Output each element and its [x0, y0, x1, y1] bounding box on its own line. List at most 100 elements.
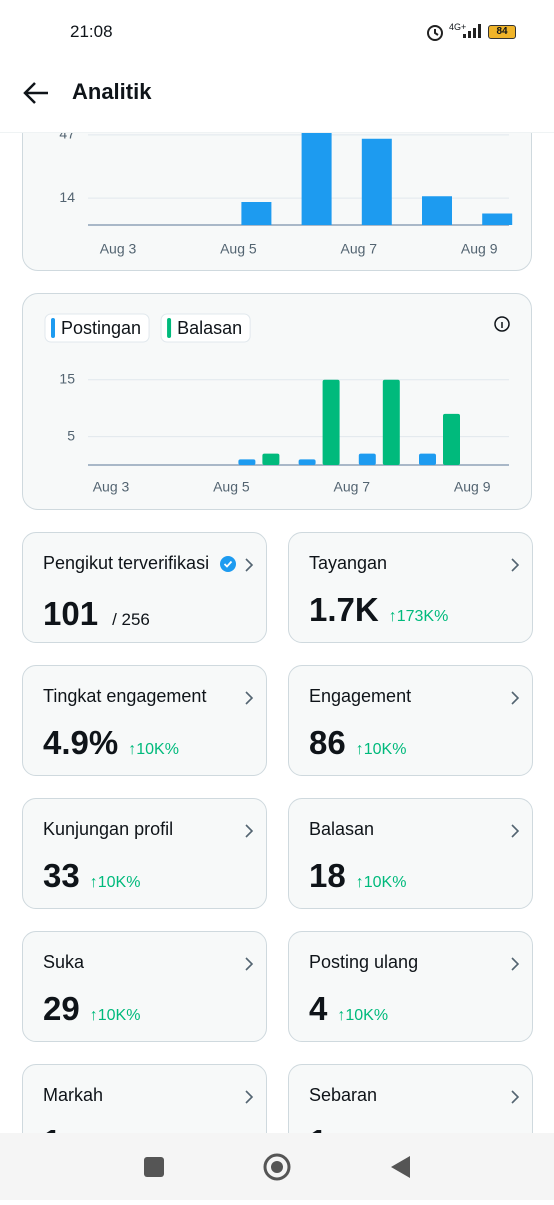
alarm-icon — [427, 25, 443, 41]
card-change: ↑10K% — [355, 874, 407, 891]
verified-badge — [220, 556, 236, 572]
header: Analitik — [0, 60, 554, 133]
card-title: Sebaran — [309, 1085, 378, 1105]
card-title: Tayangan — [309, 553, 388, 573]
card-title: Engagement — [309, 686, 412, 706]
stat-card[interactable]: Balasan 18 ↑10K% — [288, 798, 533, 909]
stat-card[interactable]: Tayangan 1.7K ↑173K% — [288, 532, 533, 643]
legend-label: Postingan — [61, 318, 141, 338]
x-tick-label: Aug 5 — [213, 479, 250, 495]
y-tick-label: 15 — [59, 370, 75, 386]
bar — [482, 213, 513, 225]
status-bar: 21:08 4G+ 84 — [0, 0, 554, 60]
bar — [298, 459, 316, 465]
chevron — [511, 957, 520, 971]
chevron — [511, 558, 520, 572]
back-button[interactable] — [22, 80, 50, 106]
card-change: ↑10K% — [128, 741, 179, 758]
bar — [358, 453, 376, 465]
chart-panel: 5 15 Aug 3 Aug 5 Aug 7 Aug 9 Postingan Balasan — [22, 293, 532, 510]
stat-card[interactable]: Pengikut terverifikasi 101 / 256 — [22, 532, 267, 643]
bar — [361, 138, 392, 225]
card-value-row: 1 — [309, 1123, 327, 1133]
card-value: 1 — [309, 1123, 327, 1133]
home-dot — [271, 1161, 283, 1173]
time: 21:08 — [70, 22, 113, 41]
stat-card[interactable]: Sebaran 1 — [288, 1064, 533, 1133]
chart: 5 15 Aug 3 Aug 5 Aug 7 Aug 9 Postingan Balasan — [44, 313, 510, 495]
card-value-row: 4 ↑10K% — [309, 990, 388, 1028]
stat-card[interactable]: Suka 29 ↑10K% — [22, 931, 267, 1042]
card-change: ↑10K% — [337, 1007, 389, 1024]
chevron — [245, 957, 254, 971]
card-title: Posting ulang — [309, 952, 419, 972]
bar — [422, 196, 452, 225]
bar — [241, 202, 272, 225]
card-title: Kunjungan profil — [43, 819, 174, 839]
stat-card[interactable]: Markah 1 — [22, 1064, 267, 1133]
bar — [301, 133, 332, 225]
card-value: 18 — [309, 857, 346, 894]
card-sub: / 256 — [112, 610, 150, 629]
legend-label: Balasan — [177, 318, 242, 338]
card-change: ↑173K% — [388, 608, 449, 625]
card-title: Suka — [43, 952, 85, 972]
back-nav-button[interactable] — [391, 1156, 410, 1178]
stat-card[interactable]: Tingkat engagement 4.9% ↑10K% — [22, 665, 267, 776]
card-value: 33 — [43, 857, 80, 894]
stat-card[interactable]: Posting ulang 4 ↑10K% — [288, 931, 533, 1042]
x-tick-label: Aug 9 — [454, 479, 491, 495]
card-value-row: 1.7K ↑173K% — [309, 591, 448, 629]
card-value: 4 — [309, 990, 328, 1027]
card-title: Markah — [43, 1085, 104, 1105]
card-title: Balasan — [309, 819, 375, 839]
chevron — [245, 691, 254, 705]
chevron — [511, 824, 520, 838]
x-tick-label: Aug 5 — [220, 241, 257, 257]
card-value-row: 4.9% ↑10K% — [43, 724, 179, 762]
bar — [382, 379, 400, 465]
card-change: ↑10K% — [89, 874, 141, 891]
card-change: ↑10K% — [89, 1007, 141, 1024]
card-title: Tingkat engagement — [43, 686, 207, 706]
bar — [443, 413, 460, 465]
card-change: ↑10K% — [355, 741, 407, 758]
chevron — [511, 691, 520, 705]
card-value-row: 33 ↑10K% — [43, 857, 140, 895]
card-value: 101 — [43, 595, 99, 632]
info-icon[interactable] — [494, 316, 510, 332]
card-value-row: 86 ↑10K% — [309, 724, 406, 762]
battery: 84 — [488, 25, 516, 39]
x-tick-label: Aug 7 — [334, 479, 371, 495]
card-value-row: 101 / 256 — [43, 595, 150, 633]
y-tick-label: 5 — [67, 427, 75, 443]
chevron — [511, 1090, 520, 1104]
nav-bar — [0, 1133, 554, 1200]
stat-card[interactable]: Kunjungan profil 33 ↑10K% — [22, 798, 267, 909]
x-tick-label: Aug 3 — [93, 479, 130, 495]
legend-swatch — [167, 318, 172, 338]
bar — [262, 453, 280, 465]
nav-buttons — [144, 1153, 410, 1181]
card-title: Pengikut terverifikasi — [43, 553, 210, 573]
bar — [419, 453, 436, 465]
bar — [238, 459, 256, 465]
chart: 14 47 Aug 3 Aug 5 Aug 7 Aug 9 — [59, 133, 513, 257]
home-button[interactable] — [263, 1153, 291, 1181]
card-value: 4.9% — [43, 724, 119, 761]
card-value: 1.7K — [309, 591, 379, 628]
stat-card[interactable]: Engagement 86 ↑10K% — [288, 665, 533, 776]
header-title: Analitik — [72, 79, 152, 104]
card-value: 1 — [43, 1123, 61, 1133]
card-value-row: 18 ↑10K% — [309, 857, 406, 895]
x-tick-label: Aug 9 — [461, 241, 498, 257]
x-tick-label: Aug 3 — [100, 241, 137, 257]
y-tick-label: 14 — [59, 189, 75, 205]
chevron — [245, 1090, 254, 1104]
card-value-row: 29 ↑10K% — [43, 990, 140, 1028]
chevron — [245, 558, 254, 572]
recents-button[interactable] — [144, 1157, 164, 1177]
bar — [322, 379, 340, 465]
legend-box — [44, 313, 150, 343]
